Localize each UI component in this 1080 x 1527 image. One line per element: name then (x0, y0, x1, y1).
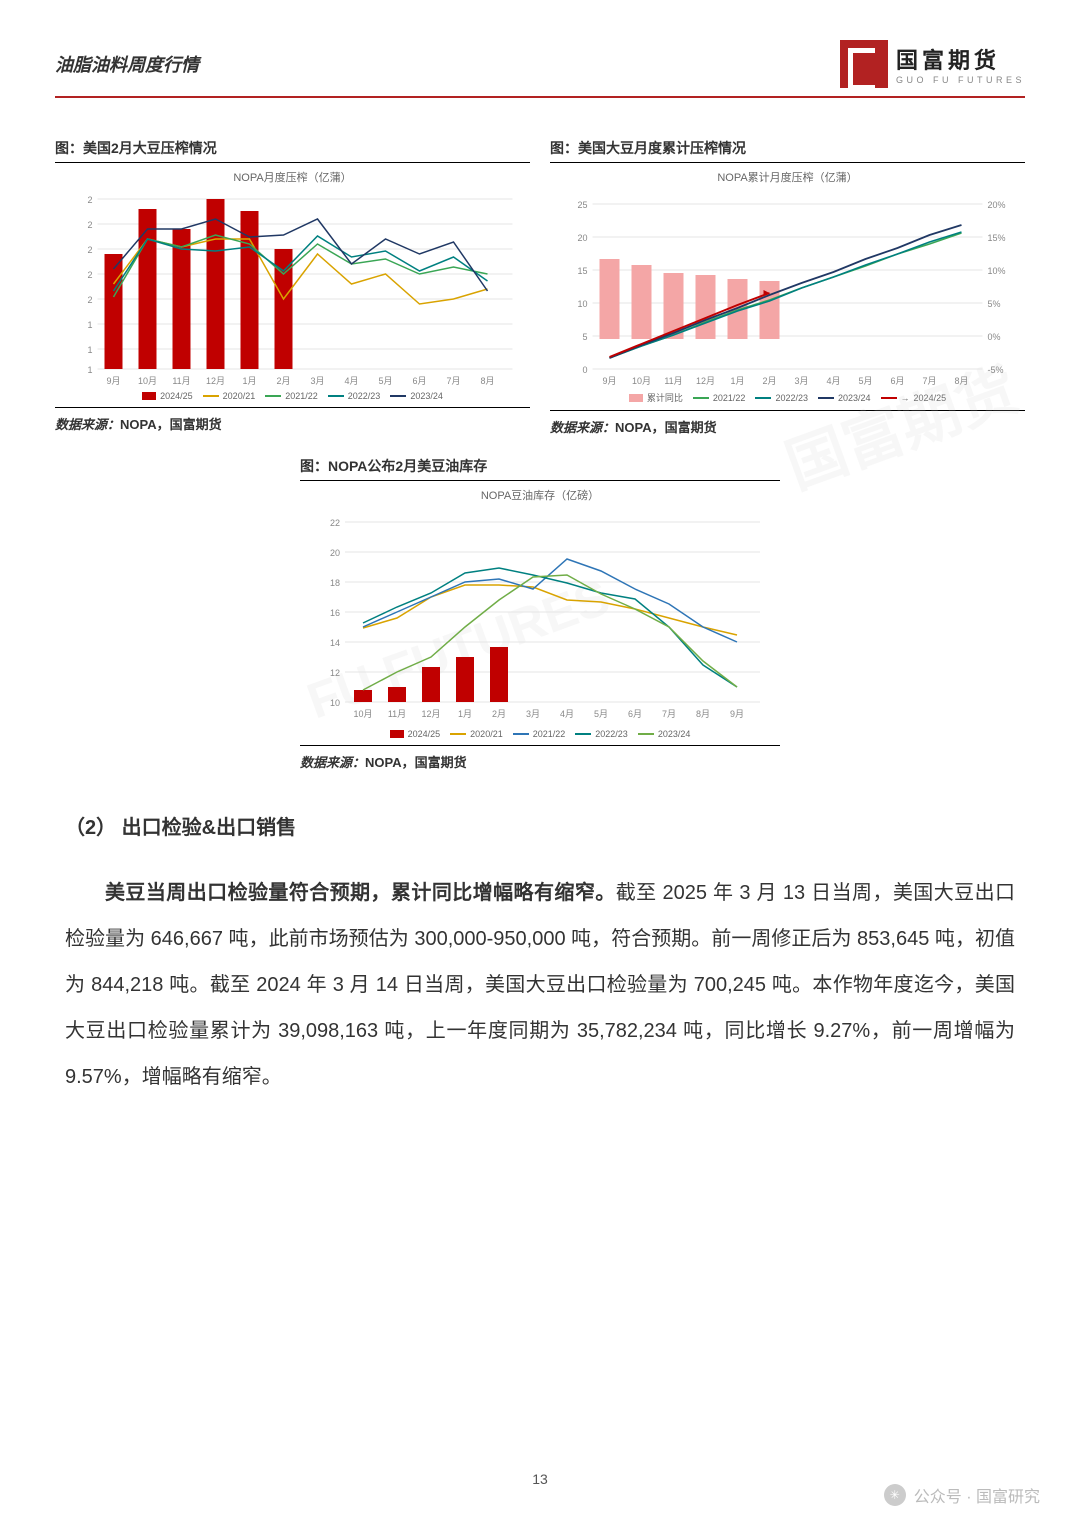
svg-text:12月: 12月 (696, 376, 715, 386)
company-logo: 国富期货 GUO FU FUTURES (840, 40, 1025, 88)
footer-watermark: ✳ 公众号 · 国富研究 (884, 1483, 1040, 1507)
svg-text:0%: 0% (988, 332, 1001, 342)
svg-text:3月: 3月 (310, 376, 324, 386)
svg-text:20: 20 (577, 233, 587, 243)
wechat-icon: ✳ (884, 1484, 906, 1506)
logo-icon (840, 40, 888, 88)
svg-text:6月: 6月 (412, 376, 426, 386)
svg-text:20: 20 (330, 548, 340, 558)
svg-text:12月: 12月 (206, 376, 225, 386)
svg-text:8月: 8月 (954, 376, 968, 386)
svg-text:3月: 3月 (526, 709, 540, 719)
chart2-title: 图：美国大豆月度累计压榨情况 (550, 138, 1025, 163)
chart3-subtitle: NOPA豆油库存（亿磅） (300, 487, 780, 503)
svg-text:12月: 12月 (421, 709, 440, 719)
body-bold: 美豆当周出口检验量符合预期，累计同比增幅略有缩窄。 (105, 882, 616, 904)
svg-text:10月: 10月 (138, 376, 157, 386)
svg-text:0: 0 (582, 365, 587, 375)
svg-text:10月: 10月 (632, 376, 651, 386)
svg-text:2: 2 (87, 220, 92, 230)
chart1-legend: 2024/25 2020/21 2021/22 2022/23 2023/24 (55, 391, 530, 401)
svg-text:8月: 8月 (480, 376, 494, 386)
svg-text:9月: 9月 (730, 709, 744, 719)
svg-text:2: 2 (87, 195, 92, 205)
chart-nopa-soyoil-stock: 图：NOPA公布2月美豆油库存 NOPA豆油库存（亿磅） 22 20 18 16 14… (300, 456, 780, 771)
chart3-svg: 22 20 18 16 14 12 10 10月 11月 12月 1月 2月 3月 4月 5月 6月… (300, 507, 780, 727)
svg-text:6月: 6月 (890, 376, 904, 386)
chart3-source: 数据来源：NOPA，国富期货 (300, 745, 780, 771)
svg-text:22: 22 (330, 518, 340, 528)
body-paragraph: 美豆当周出口检验量符合预期，累计同比增幅略有缩窄。截至 2025 年 3 月 1… (55, 870, 1025, 1100)
svg-text:1月: 1月 (730, 376, 744, 386)
chart2-subtitle: NOPA累计月度压榨（亿蒲） (550, 169, 1025, 185)
page-header: 油脂油料周度行情 国富期货 GUO FU FUTURES (55, 40, 1025, 98)
svg-text:1月: 1月 (242, 376, 256, 386)
svg-text:12: 12 (330, 668, 340, 678)
svg-text:8月: 8月 (696, 709, 710, 719)
chart1-svg: 2 2 2 2 2 1 1 1 (55, 189, 530, 389)
page-number: 13 (532, 1471, 548, 1487)
svg-text:2月: 2月 (276, 376, 290, 386)
logo-cn: 国富期货 (896, 43, 1025, 75)
svg-text:25: 25 (577, 200, 587, 210)
svg-text:4月: 4月 (560, 709, 574, 719)
svg-text:16: 16 (330, 608, 340, 618)
svg-text:11月: 11月 (388, 709, 406, 719)
svg-text:10: 10 (330, 698, 340, 708)
svg-text:2月: 2月 (762, 376, 776, 386)
svg-text:-5%: -5% (988, 365, 1004, 375)
svg-text:15%: 15% (988, 233, 1006, 243)
svg-text:9月: 9月 (602, 376, 616, 386)
svg-text:11月: 11月 (172, 376, 190, 386)
svg-text:11月: 11月 (664, 376, 682, 386)
svg-text:4月: 4月 (344, 376, 358, 386)
svg-text:1: 1 (87, 320, 92, 330)
svg-text:5%: 5% (988, 299, 1001, 309)
svg-text:2: 2 (87, 245, 92, 255)
chart1-source: 数据来源：NOPA，国富期货 (55, 407, 530, 433)
svg-text:4月: 4月 (826, 376, 840, 386)
svg-text:14: 14 (330, 638, 340, 648)
chart1-title: 图：美国2月大豆压榨情况 (55, 138, 530, 163)
svg-text:2月: 2月 (492, 709, 506, 719)
svg-text:1: 1 (87, 345, 92, 355)
svg-text:7月: 7月 (446, 376, 460, 386)
svg-text:6月: 6月 (628, 709, 642, 719)
logo-en: GUO FU FUTURES (896, 75, 1025, 85)
svg-text:5月: 5月 (378, 376, 392, 386)
svg-text:2: 2 (87, 270, 92, 280)
svg-text:2: 2 (87, 295, 92, 305)
svg-text:5: 5 (582, 332, 587, 342)
svg-text:5月: 5月 (858, 376, 872, 386)
svg-text:10月: 10月 (353, 709, 372, 719)
svg-text:1月: 1月 (458, 709, 472, 719)
svg-text:7月: 7月 (922, 376, 936, 386)
svg-text:5月: 5月 (594, 709, 608, 719)
chart2-svg: 25 20 15 10 5 0 20% 15% 10% 5% 0% -5% (550, 189, 1025, 389)
svg-text:3月: 3月 (794, 376, 808, 386)
section-heading: （2） 出口检验&出口销售 (65, 811, 1025, 840)
svg-text:20%: 20% (988, 200, 1006, 210)
svg-text:15: 15 (577, 266, 587, 276)
chart-nopa-monthly-crush: 图：美国2月大豆压榨情况 NOPA月度压榨（亿蒲） 2 2 2 2 2 1 1 1 (55, 138, 530, 436)
svg-text:18: 18 (330, 578, 340, 588)
chart2-legend: 累计同比 2021/22 2022/23 2023/24 →2024/25 (550, 391, 1025, 404)
svg-text:7月: 7月 (662, 709, 676, 719)
chart1-subtitle: NOPA月度压榨（亿蒲） (55, 169, 530, 185)
chart3-legend: 2024/25 2020/21 2021/22 2022/23 2023/24 (300, 729, 780, 739)
svg-text:10: 10 (577, 299, 587, 309)
svg-text:9月: 9月 (106, 376, 120, 386)
chart3-title: 图：NOPA公布2月美豆油库存 (300, 456, 780, 481)
chart2-source: 数据来源：NOPA，国富期货 (550, 410, 1025, 436)
svg-text:1: 1 (87, 365, 92, 375)
header-title: 油脂油料周度行情 (55, 51, 199, 77)
body-rest: 截至 2025 年 3 月 13 日当周，美国大豆出口检验量为 646,667 … (65, 882, 1015, 1088)
svg-text:10%: 10% (988, 266, 1006, 276)
chart-nopa-cumulative-crush: 图：美国大豆月度累计压榨情况 NOPA累计月度压榨（亿蒲） 25 20 15 10 5… (550, 138, 1025, 436)
